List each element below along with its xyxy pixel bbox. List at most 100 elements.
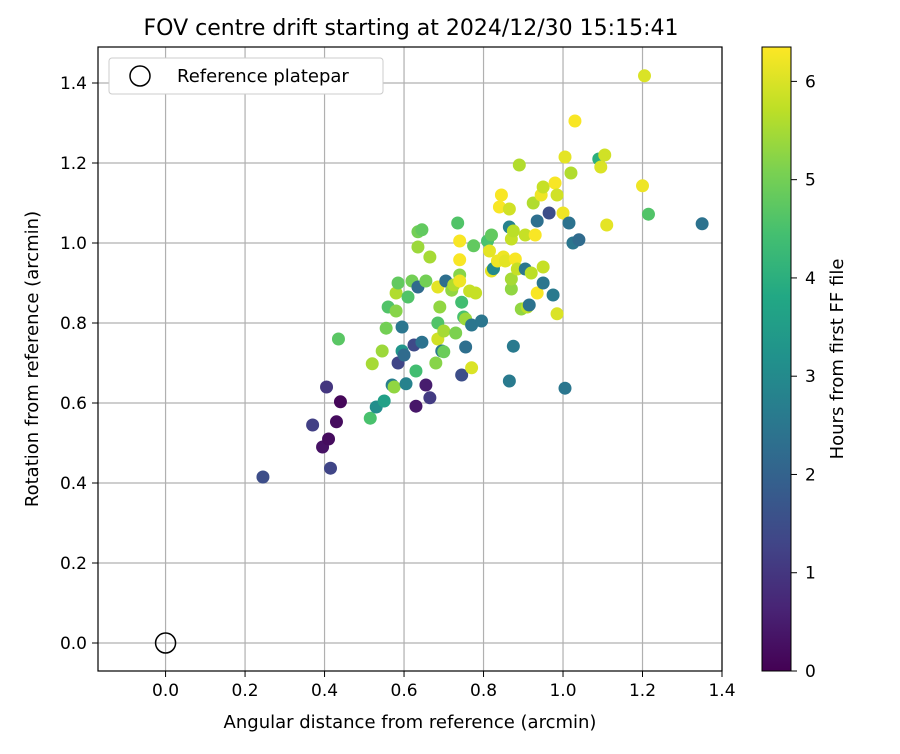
scatter-point (451, 216, 465, 230)
scatter-point (459, 340, 473, 354)
scatter-point (526, 196, 540, 210)
scatter-point (550, 307, 564, 321)
scatter-point (409, 399, 423, 413)
scatter-point (572, 233, 586, 247)
scatter-point (492, 200, 506, 214)
scatter-point (594, 160, 608, 174)
colorbar-tick-label: 5 (805, 171, 816, 191)
scatter-point (469, 286, 483, 300)
scatter-point (546, 288, 560, 302)
scatter-point (562, 216, 576, 230)
scatter-point (379, 321, 393, 335)
scatter-point (365, 357, 379, 371)
scatter-point (453, 234, 467, 248)
scatter-point (536, 276, 550, 290)
scatter-point (558, 150, 572, 164)
colorbar-tick-label: 1 (805, 564, 816, 584)
scatter-point (502, 374, 516, 388)
scatter-point (482, 244, 496, 258)
scatter-point (401, 290, 415, 304)
colorbar-tick-label: 2 (805, 465, 816, 485)
scatter-point (465, 361, 479, 375)
scatter-point (449, 326, 463, 340)
scatter-point (437, 345, 451, 359)
scatter-point (568, 114, 582, 128)
scatter-point (453, 253, 467, 267)
scatter-point (494, 188, 508, 202)
scatter-point (564, 166, 578, 180)
scatter-point (363, 411, 377, 425)
scatter-point (411, 240, 425, 254)
scatter-point (506, 224, 520, 238)
legend: Reference platepar (108, 57, 384, 95)
scatter-point (530, 214, 544, 228)
x-axis-label: Angular distance from reference (arcmin) (224, 712, 597, 733)
scatter-point (506, 339, 520, 353)
chart-title: FOV centre drift starting at 2024/12/30 … (144, 16, 679, 41)
y-tick-label: 1.2 (60, 154, 87, 174)
scatter-point (600, 218, 614, 232)
scatter-point (550, 188, 564, 202)
scatter-point (399, 377, 413, 391)
scatter-point (556, 206, 570, 220)
scatter-point (504, 282, 518, 296)
scatter-point (528, 228, 542, 242)
scatter-point (548, 176, 562, 190)
scatter-point (433, 300, 447, 314)
scatter-point (415, 335, 429, 349)
scatter-point (320, 380, 334, 394)
legend-marker-icon (129, 65, 151, 87)
y-tick-label: 0.6 (60, 394, 87, 414)
scatter-point (389, 286, 403, 300)
reference-marker-group (154, 632, 177, 654)
scatter-point (484, 228, 498, 242)
scatter-point (391, 276, 405, 290)
grid-lines (98, 47, 723, 671)
scatter-point (395, 320, 409, 334)
scatter-point (423, 250, 437, 264)
scatter-point (641, 207, 655, 221)
scatter-point (397, 348, 411, 362)
axes-frame (97, 46, 723, 672)
colorbar-tick-label: 4 (805, 269, 816, 289)
y-tick-label: 0.8 (60, 314, 87, 334)
scatter-point (467, 239, 481, 253)
scatter-point (518, 228, 532, 242)
y-tick-label: 0.4 (60, 474, 87, 494)
scatter-point (475, 314, 489, 328)
legend-label: Reference platepar (177, 66, 349, 87)
x-tick-label: 1.4 (708, 681, 735, 701)
colorbar-label: Hours from first FF file (827, 259, 848, 460)
scatter-point (329, 415, 343, 429)
scatter-point (377, 394, 391, 408)
scatter-point (512, 158, 526, 172)
scatter-point (415, 223, 429, 237)
scatter-point (455, 295, 469, 309)
scatter-point (504, 272, 518, 286)
scatter-point (455, 368, 469, 382)
scatter-point (508, 252, 522, 266)
scatter-point (409, 364, 423, 378)
scatter-point (465, 318, 479, 332)
y-tick-label: 1.0 (60, 234, 87, 254)
scatter-point (331, 332, 345, 346)
x-tick-label: 0.4 (311, 681, 338, 701)
scatter-point (306, 418, 320, 432)
scatter-point (256, 470, 270, 484)
scatter-point (530, 286, 544, 300)
scatter-point (453, 274, 467, 288)
x-tick-label: 0.2 (232, 681, 259, 701)
scatter-point (558, 381, 572, 395)
x-axis-ticks: 0.0 0.2 0.4 0.6 0.8 1.0 1.2 1.4 (152, 671, 736, 701)
scatter-point (375, 344, 389, 358)
scatter-point (324, 461, 338, 475)
scatter-point (636, 179, 650, 193)
scatter-point (322, 432, 336, 446)
scatter-point (498, 254, 512, 268)
x-tick-label: 0.8 (470, 681, 497, 701)
y-axis-label: Rotation from reference (arcmin) (22, 211, 43, 507)
scatter-point (598, 148, 612, 162)
data-points (256, 69, 709, 484)
